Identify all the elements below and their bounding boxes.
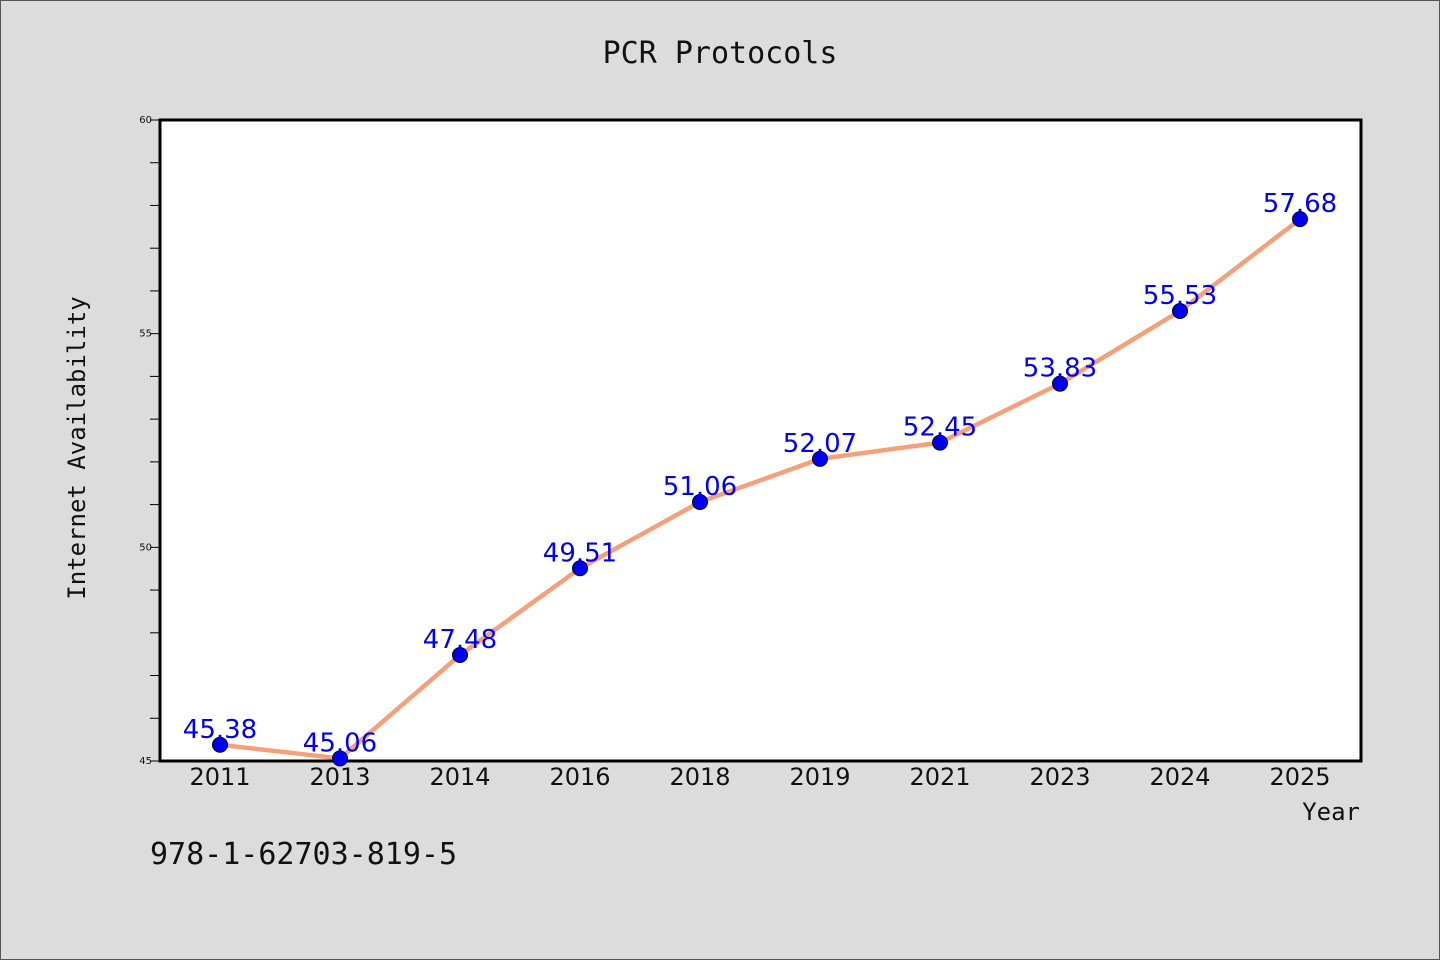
data-point xyxy=(812,450,828,467)
data-label: 52.07 xyxy=(783,429,857,459)
x-tick-label: 2025 xyxy=(1269,763,1330,791)
data-label: 49.51 xyxy=(543,538,617,568)
data-label: 52.45 xyxy=(903,413,977,443)
data-point xyxy=(572,560,588,577)
data-point xyxy=(932,434,948,451)
data-label: 47.48 xyxy=(423,625,497,655)
x-tick-label: 2019 xyxy=(789,763,850,791)
x-tick-label: 2018 xyxy=(669,763,730,791)
y-tick-label: 55 xyxy=(139,329,152,340)
series-layer: 45.38 45.06 47.48 49.51 51.06 52.07 52.45 53.83… xyxy=(183,189,1337,767)
data-point xyxy=(1172,303,1188,320)
footer-isbn: 978-1-62703-819-5 xyxy=(150,837,457,872)
chart-title: PCR Protocols xyxy=(603,36,838,71)
series-line xyxy=(217,216,1303,761)
data-point xyxy=(692,494,708,511)
x-tick-label: 2016 xyxy=(549,763,610,791)
data-label: 45.06 xyxy=(303,728,377,758)
data-label: 57.68 xyxy=(1263,189,1337,219)
x-tick-label: 2011 xyxy=(189,763,250,791)
data-label: 53.83 xyxy=(1023,354,1097,384)
y-axis-label: Internet Availability xyxy=(63,296,91,599)
x-tick-label: 2013 xyxy=(309,763,370,791)
y-tick-label: 50 xyxy=(139,542,152,553)
x-tick-label: 2021 xyxy=(909,763,970,791)
y-tick-label: 45 xyxy=(139,756,152,767)
x-tick-label: 2024 xyxy=(1149,763,1210,791)
data-label: 51.06 xyxy=(663,472,737,502)
data-point xyxy=(1292,211,1308,228)
x-axis-label: Year xyxy=(1302,798,1360,826)
y-axis-ticks: 45 50 55 60 xyxy=(139,115,160,767)
plot-area xyxy=(158,118,1363,763)
data-point xyxy=(452,647,468,664)
data-point xyxy=(332,750,348,767)
x-tick-label: 2023 xyxy=(1029,763,1090,791)
x-tick-label: 2014 xyxy=(429,763,490,791)
data-label: 45.38 xyxy=(183,715,257,745)
y-tick-label: 60 xyxy=(139,115,152,126)
data-label: 55.53 xyxy=(1143,281,1217,311)
data-point xyxy=(1052,375,1068,392)
x-axis-ticks: 2011 2013 2014 2016 2018 2019 2021 2023 2024 2025 xyxy=(189,763,1330,791)
data-point xyxy=(212,736,228,753)
